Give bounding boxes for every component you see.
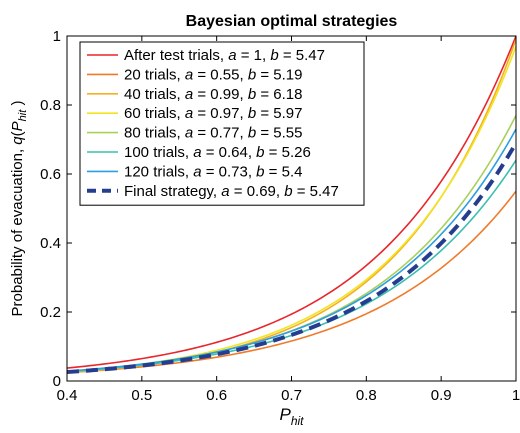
legend-label-7: 120 trials, a = 0.73, b = 5.4 — [124, 163, 302, 180]
legend-label-6: 100 trials, a = 0.64, b = 5.26 — [124, 144, 311, 161]
y-tick-label-0: 0 — [53, 373, 61, 390]
y-tick-label-4: 0.8 — [40, 97, 61, 114]
legend: After test trials, a = 1, b = 5.47 20 tri… — [79, 41, 365, 206]
x-axis-label: Phit — [279, 405, 304, 428]
legend-box — [79, 41, 365, 206]
x-tick-label-2: 0.6 — [206, 387, 227, 404]
legend-label-8: Final strategy, a = 0.69, b = 5.47 — [124, 183, 339, 200]
x-tick-label-0: 0.4 — [57, 387, 78, 404]
y-tick-label-1: 0.2 — [40, 304, 61, 321]
chart-title: Bayesian optimal strategies — [186, 13, 398, 30]
legend-label-1: After test trials, a = 1, b = 5.47 — [124, 47, 325, 64]
x-tick-label-5: 0.9 — [431, 387, 452, 404]
y-tick-label-5: 1 — [53, 28, 61, 45]
y-tick-label-2: 0.4 — [40, 235, 61, 252]
series-line-7 — [67, 128, 516, 372]
legend-label-4: 60 trials, a = 0.97, b = 5.97 — [124, 105, 302, 122]
legend-label-3: 40 trials, a = 0.99, b = 6.18 — [124, 86, 302, 103]
x-tick-label-6: 1 — [512, 387, 520, 404]
series-line-2 — [67, 190, 516, 374]
series-line-8 — [67, 141, 516, 375]
x-tick-label-3: 0.7 — [281, 387, 302, 404]
legend-label-2: 20 trials, a = 0.55, b = 5.19 — [124, 66, 302, 83]
x-tick-label-1: 0.5 — [131, 387, 152, 404]
legend-label-5: 80 trials, a = 0.77, b = 5.55 — [124, 125, 302, 142]
y-tick-label-3: 0.6 — [40, 166, 61, 183]
series-line-1 — [67, 36, 516, 369]
x-tick-label-4: 0.8 — [356, 387, 377, 404]
y-axis-label: Probability of evacuation, q(Phit ) — [9, 101, 29, 317]
series-group — [67, 36, 516, 375]
